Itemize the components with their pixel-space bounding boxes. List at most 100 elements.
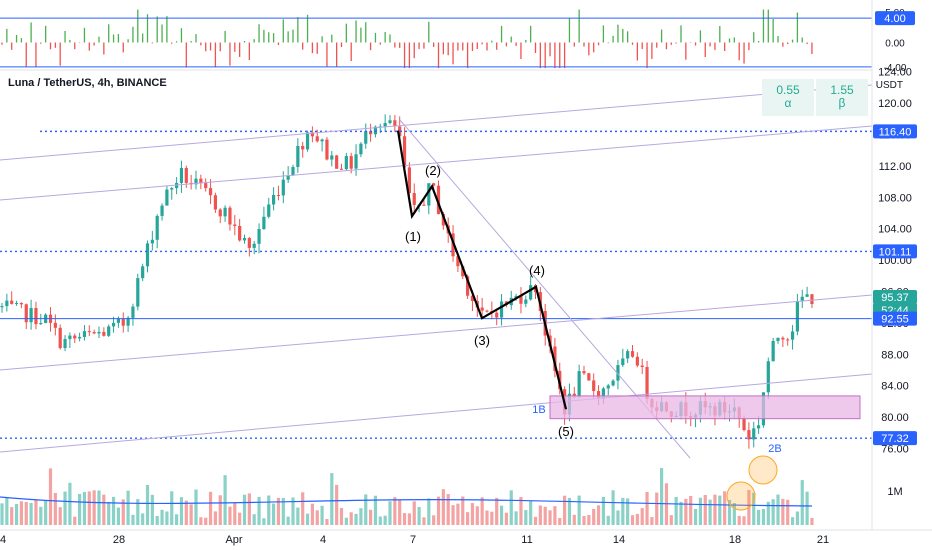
demand-zone bbox=[549, 395, 861, 420]
alpha-stat: 0.55 α bbox=[762, 79, 814, 116]
elliott-wave-path bbox=[396, 130, 568, 410]
candle-body bbox=[577, 371, 581, 396]
time-tick-label: 11 bbox=[521, 534, 532, 546]
price-tag-text: 116.40 bbox=[879, 126, 912, 138]
volume-bar bbox=[645, 491, 649, 525]
volume-bar bbox=[102, 494, 106, 525]
candle-body bbox=[204, 183, 208, 189]
oscillator-level-tag-text: 4.00 bbox=[884, 13, 905, 25]
candle-body bbox=[170, 188, 174, 190]
volume-bar bbox=[795, 511, 799, 525]
candle-body bbox=[111, 322, 116, 327]
volume-bar bbox=[48, 468, 53, 525]
candle-body bbox=[592, 380, 596, 392]
volume-bar bbox=[58, 507, 62, 525]
beta-label: β bbox=[838, 96, 846, 110]
volume-bar bbox=[611, 490, 615, 525]
time-tick-label: 4 bbox=[0, 534, 6, 546]
volume-bar bbox=[771, 499, 775, 525]
candle-body bbox=[810, 294, 814, 305]
oscillator-tick-label: 0.00 bbox=[885, 39, 905, 50]
volume-bar bbox=[73, 516, 77, 525]
candle-body bbox=[82, 331, 87, 337]
volume-bar bbox=[587, 515, 591, 525]
wave-label-5: (5) bbox=[558, 424, 574, 439]
volume-bar bbox=[184, 500, 188, 525]
volume-bar bbox=[34, 500, 38, 525]
candle-body bbox=[228, 207, 232, 225]
volume-bar bbox=[533, 516, 538, 525]
candle-body bbox=[596, 391, 601, 399]
volume-bar bbox=[800, 480, 804, 525]
volume-bar bbox=[111, 496, 116, 525]
volume-highlight-circle bbox=[726, 481, 756, 511]
volume-bar bbox=[601, 496, 605, 525]
volume-bar bbox=[10, 507, 14, 525]
volume-bar bbox=[359, 508, 363, 525]
candle-body bbox=[301, 145, 305, 150]
candle-body bbox=[281, 179, 285, 196]
volume-bar bbox=[388, 501, 392, 525]
volume-bar bbox=[233, 502, 237, 525]
volume-bar bbox=[145, 484, 150, 525]
volume-bar bbox=[693, 508, 698, 525]
volume-bar bbox=[131, 514, 135, 525]
time-tick-label: 21 bbox=[817, 534, 829, 546]
volume-bar bbox=[698, 497, 702, 525]
volume-bar bbox=[19, 501, 23, 525]
volume-bar bbox=[315, 510, 319, 525]
candle-body bbox=[5, 300, 9, 307]
volume-bar bbox=[475, 506, 479, 525]
candle-body bbox=[92, 332, 96, 334]
candle-body bbox=[34, 308, 38, 325]
volume-bar bbox=[14, 503, 19, 525]
candle-body bbox=[373, 126, 378, 135]
candle-body bbox=[165, 189, 169, 206]
candle-body bbox=[160, 205, 164, 216]
volume-bar bbox=[805, 491, 809, 525]
candle-body bbox=[97, 331, 101, 334]
volume-bar bbox=[470, 503, 475, 525]
time-tick-label: Apr bbox=[225, 534, 242, 546]
wave-label-3: (3) bbox=[474, 333, 490, 348]
candle-body bbox=[456, 256, 460, 267]
volume-bar bbox=[660, 468, 664, 525]
volume-bar bbox=[179, 497, 184, 525]
candle-body bbox=[514, 296, 518, 298]
candle-body bbox=[53, 322, 57, 328]
volume-bar bbox=[742, 516, 746, 525]
volume-bar bbox=[757, 509, 761, 525]
volume-bar bbox=[723, 491, 727, 525]
volume-bar bbox=[383, 515, 387, 525]
wave-label-1: (1) bbox=[405, 229, 421, 244]
candle-body bbox=[296, 145, 300, 167]
candle-body bbox=[208, 188, 213, 196]
time-tick-label: 14 bbox=[613, 534, 625, 546]
price-tick-label: 104.00 bbox=[878, 224, 912, 236]
volume-bar bbox=[461, 496, 465, 525]
candle-body bbox=[630, 351, 635, 357]
candle-body bbox=[432, 183, 436, 186]
candle-body bbox=[179, 168, 184, 183]
volume-bar bbox=[252, 514, 256, 525]
candle-body bbox=[330, 155, 334, 160]
volume-bar bbox=[427, 498, 431, 525]
candle-body bbox=[790, 331, 795, 340]
volume-bar bbox=[713, 494, 717, 525]
price-tick-label: 84.00 bbox=[881, 381, 909, 393]
volume-bar bbox=[514, 511, 518, 525]
volume-bar bbox=[495, 497, 499, 525]
volume-bar bbox=[272, 503, 276, 525]
volume-bar bbox=[170, 491, 174, 525]
volume-bar bbox=[281, 497, 285, 525]
volume-bar bbox=[5, 497, 9, 525]
candle-body bbox=[68, 335, 72, 340]
volume-bar bbox=[737, 515, 741, 525]
candle-body bbox=[238, 225, 242, 241]
time-tick-label: 28 bbox=[113, 534, 125, 546]
candle-body bbox=[0, 306, 4, 308]
candle-body bbox=[466, 276, 470, 296]
volume-bar bbox=[776, 494, 780, 525]
candle-body bbox=[291, 166, 295, 176]
volume-bar bbox=[305, 513, 310, 525]
